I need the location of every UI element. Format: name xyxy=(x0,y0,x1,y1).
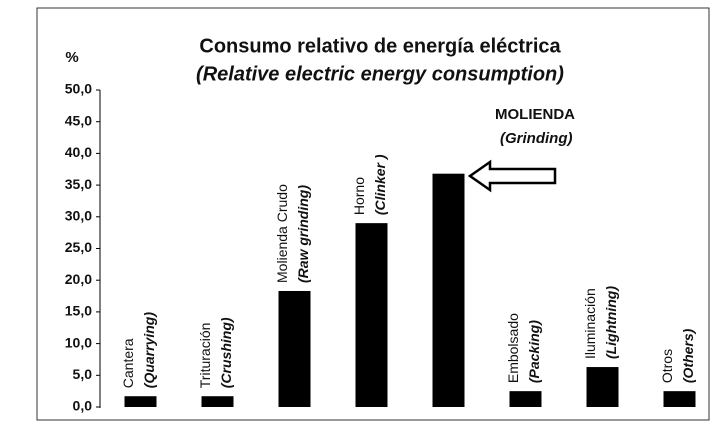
y-tick-label: 30,0 xyxy=(65,208,92,224)
y-tick-label: 15,0 xyxy=(65,303,92,319)
bar xyxy=(586,367,619,407)
y-tick-label: 10,0 xyxy=(65,334,92,350)
bar xyxy=(355,223,388,407)
x-tick-label: Iluminación xyxy=(582,288,598,359)
x-tick-label: Embolsado xyxy=(505,313,521,383)
x-tick-label: Cantera xyxy=(120,338,136,388)
y-tick-label: 0,0 xyxy=(73,398,93,414)
chart-subtitle: (Relative electric energy consumption) xyxy=(196,63,564,85)
y-axis-label: % xyxy=(65,49,78,66)
annotation: MOLIENDA xyxy=(495,106,575,123)
x-tick-translation: (Packing) xyxy=(526,320,542,383)
x-tick-label: Otros xyxy=(659,349,675,383)
bar xyxy=(509,391,542,407)
y-tick-label: 5,0 xyxy=(73,366,93,382)
annotation-translation: (Grinding) xyxy=(500,130,572,147)
bar xyxy=(278,290,311,407)
y-tick-label: 40,0 xyxy=(65,144,92,160)
x-tick-label: Horno xyxy=(351,177,367,215)
bar xyxy=(432,173,465,407)
x-tick-translation: (Lightning) xyxy=(603,286,619,359)
x-tick-translation: (Others) xyxy=(680,328,696,383)
y-tick-label: 20,0 xyxy=(65,271,92,287)
x-tick-translation: (Crushing) xyxy=(218,317,234,388)
bar xyxy=(201,396,234,407)
x-tick-label: Trituración xyxy=(197,323,213,389)
y-tick-label: 50,0 xyxy=(65,81,92,97)
bar xyxy=(124,396,157,407)
x-tick-translation: (Clinker ) xyxy=(372,154,388,215)
y-tick-label: 45,0 xyxy=(65,112,92,128)
x-tick-label: Molienda Crudo xyxy=(274,184,290,283)
x-tick-translation: (Raw grinding) xyxy=(295,185,311,283)
annotation-arrow xyxy=(467,159,557,193)
y-tick-label: 25,0 xyxy=(65,239,92,255)
chart-frame xyxy=(36,7,710,421)
chart-title: Consumo relativo de energía eléctrica xyxy=(199,35,561,57)
bar xyxy=(663,391,696,407)
x-tick-translation: (Quarrying) xyxy=(141,312,157,389)
y-tick-label: 35,0 xyxy=(65,176,92,192)
